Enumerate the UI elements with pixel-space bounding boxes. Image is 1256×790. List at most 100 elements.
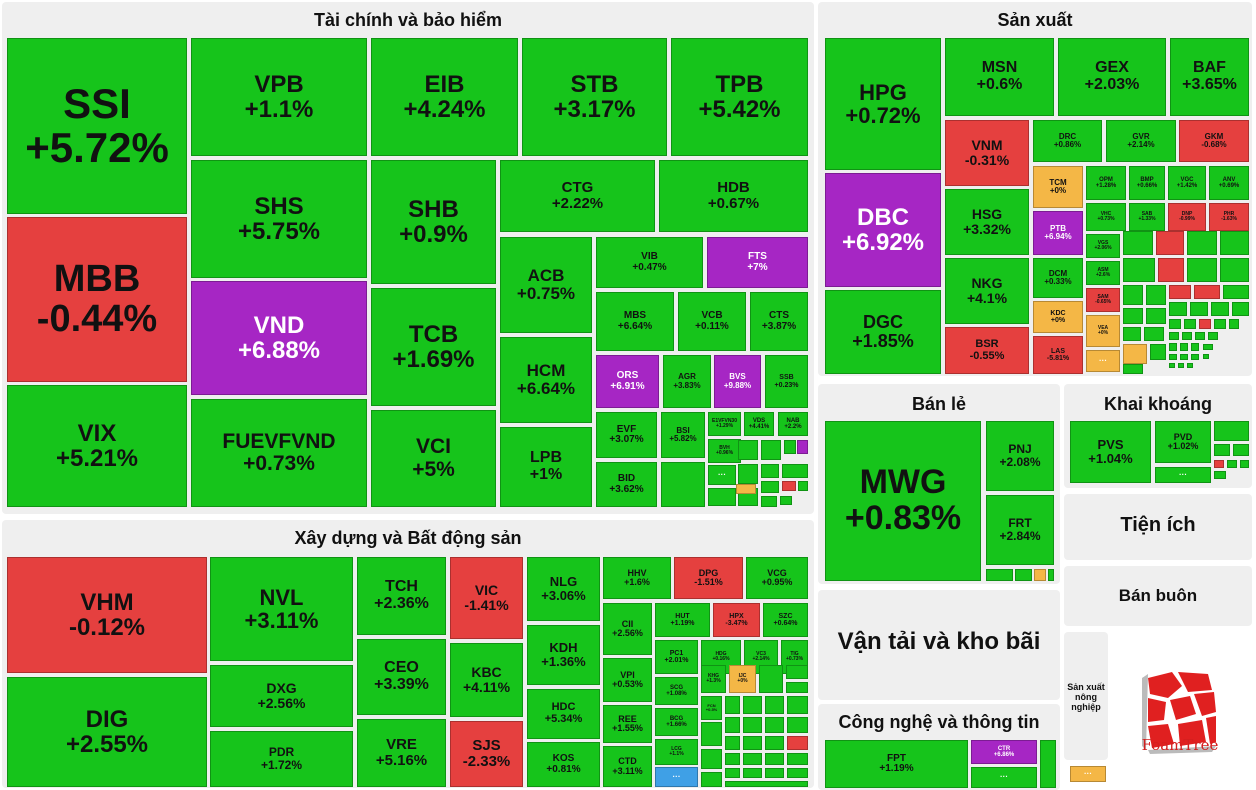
tile-vea[interactable]: VEA +0% <box>1086 315 1120 347</box>
tile-small[interactable] <box>761 481 779 493</box>
tile-gex[interactable]: GEX +2.03% <box>1058 38 1166 116</box>
tile-fuevfvnd[interactable]: FUEVFVND +0.73% <box>191 399 367 507</box>
tile-mwg[interactable]: MWG +0.83% <box>825 421 981 581</box>
tile-small[interactable] <box>743 768 762 778</box>
tile-small[interactable] <box>725 696 740 714</box>
tile-small[interactable]: ··· <box>971 767 1037 788</box>
tile-small[interactable] <box>765 736 784 750</box>
tile-baf[interactable]: BAF +3.65% <box>1170 38 1249 116</box>
tile-small[interactable] <box>738 440 758 460</box>
tile-pc1[interactable]: PC1 +2.01% <box>655 640 698 674</box>
tile-asm[interactable]: ASM +2.6% <box>1086 261 1120 285</box>
tile-small[interactable] <box>708 488 736 506</box>
tile-small[interactable] <box>1182 332 1192 340</box>
tile-small[interactable] <box>1169 319 1181 329</box>
tile-tpb[interactable]: TPB +5.42% <box>671 38 808 156</box>
tile-evf[interactable]: EVF +3.07% <box>596 412 657 458</box>
tile-hpg[interactable]: HPG +0.72% <box>825 38 941 170</box>
tile-small[interactable] <box>701 749 722 769</box>
tile-ctr[interactable]: CTR +6.86% <box>971 740 1037 764</box>
tile-small[interactable] <box>1214 444 1230 456</box>
tile-tcb[interactable]: TCB +1.69% <box>371 288 496 406</box>
tile-dig[interactable]: DIG +2.55% <box>7 677 207 787</box>
tile-vci[interactable]: VCI +5% <box>371 410 496 507</box>
tile-small[interactable] <box>787 717 808 733</box>
tile-vic[interactable]: VIC -1.41% <box>450 557 523 639</box>
tile-small[interactable] <box>782 481 796 491</box>
tile-small[interactable] <box>1180 343 1188 351</box>
tile-small[interactable] <box>1199 319 1211 329</box>
tile-pdr[interactable]: PDR +1.72% <box>210 731 353 787</box>
tile-small[interactable] <box>1146 285 1166 305</box>
tile-small[interactable] <box>787 753 808 765</box>
tile-small[interactable] <box>743 753 762 765</box>
tile-vpi[interactable]: VPI +0.53% <box>603 658 652 702</box>
tile-small[interactable] <box>1158 258 1184 282</box>
tile-small[interactable] <box>1123 327 1141 341</box>
tile-drc[interactable]: DRC +0.86% <box>1033 120 1102 162</box>
tile-small[interactable] <box>1169 343 1177 351</box>
tile-bsr[interactable]: BSR -0.55% <box>945 327 1029 374</box>
tile-khg[interactable]: KHG +1.3% <box>701 665 726 693</box>
tile-vix[interactable]: VIX +5.21% <box>7 385 187 507</box>
tile-small[interactable] <box>1191 354 1199 360</box>
tile-vhm[interactable]: VHM -0.12% <box>7 557 207 673</box>
tile-small[interactable] <box>725 768 740 778</box>
tile-small[interactable]: ··· <box>1070 766 1106 782</box>
tile-small[interactable] <box>787 736 808 750</box>
tile-small[interactable] <box>738 464 758 484</box>
tile-gkm[interactable]: GKM -0.68% <box>1179 120 1249 162</box>
tile-small[interactable] <box>1233 444 1249 456</box>
tile-nvl[interactable]: NVL +3.11% <box>210 557 353 661</box>
tile-vcg[interactable]: VCG +0.95% <box>746 557 808 599</box>
tile-vre[interactable]: VRE +5.16% <box>357 719 446 787</box>
tile-fcn[interactable]: FCN +0.3% <box>701 696 722 720</box>
tile-small[interactable] <box>1156 231 1184 255</box>
tile-small[interactable] <box>1208 332 1218 340</box>
tile-small[interactable] <box>1232 302 1249 316</box>
tile-vhc[interactable]: VHC +0.73% <box>1086 203 1126 231</box>
tile-small[interactable] <box>1203 344 1213 350</box>
tile-small[interactable] <box>765 768 784 778</box>
tile-small[interactable] <box>1187 258 1217 282</box>
tile-small[interactable] <box>1146 308 1166 324</box>
tile-kdc[interactable]: KDC +0% <box>1033 301 1083 333</box>
tile-tch[interactable]: TCH +2.36% <box>357 557 446 635</box>
tile-small[interactable] <box>986 569 1013 581</box>
tile-eib[interactable]: EIB +4.24% <box>371 38 518 156</box>
tile-nlg[interactable]: NLG +3.06% <box>527 557 600 621</box>
tile-small[interactable] <box>765 753 784 765</box>
tile-small[interactable] <box>1169 363 1175 368</box>
tile-small[interactable] <box>743 696 762 714</box>
tile-hsg[interactable]: HSG +3.32% <box>945 189 1029 255</box>
tile-hdc[interactable]: HDC +5.34% <box>527 689 600 739</box>
tile-small[interactable] <box>761 496 777 507</box>
tile-small[interactable] <box>1123 285 1143 305</box>
tile-bsi[interactable]: BSI +5.82% <box>661 412 705 458</box>
tile-dgc[interactable]: DGC +1.85% <box>825 290 941 374</box>
tile-kos[interactable]: KOS +0.81% <box>527 742 600 787</box>
tile-small[interactable] <box>1144 327 1164 341</box>
tile-e1vfvn30[interactable]: E1VFVN30 +1.29% <box>708 412 741 436</box>
tile-small[interactable]: ··· <box>1086 350 1120 372</box>
tile-small[interactable] <box>787 768 808 778</box>
tile-small[interactable] <box>1223 285 1249 299</box>
tile-pvs[interactable]: PVS +1.04% <box>1070 421 1151 483</box>
tile-small[interactable] <box>1169 302 1187 316</box>
tile-small[interactable] <box>1195 332 1205 340</box>
tile-shs[interactable]: SHS +5.75% <box>191 160 367 278</box>
tile-ree[interactable]: REE +1.55% <box>603 705 652 743</box>
tile-bcg[interactable]: BCG +1.66% <box>655 708 698 736</box>
tile-dpg[interactable]: DPG -1.51% <box>674 557 743 599</box>
tile-agr[interactable]: AGR +3.83% <box>663 355 711 408</box>
tile-small[interactable] <box>782 464 808 478</box>
tile-fpt[interactable]: FPT +1.19% <box>825 740 968 788</box>
tile-small[interactable] <box>1214 460 1224 468</box>
tile-dcm[interactable]: DCM +0.33% <box>1033 258 1083 298</box>
tile-nab[interactable]: NAB +2.2% <box>778 412 808 436</box>
tile-nkg[interactable]: NKG +4.1% <box>945 258 1029 324</box>
tile-pnj[interactable]: PNJ +2.08% <box>986 421 1054 491</box>
tile-anv[interactable]: ANV +0.69% <box>1209 166 1249 200</box>
tile-small[interactable] <box>1229 319 1239 329</box>
tile-small[interactable] <box>1123 258 1155 282</box>
